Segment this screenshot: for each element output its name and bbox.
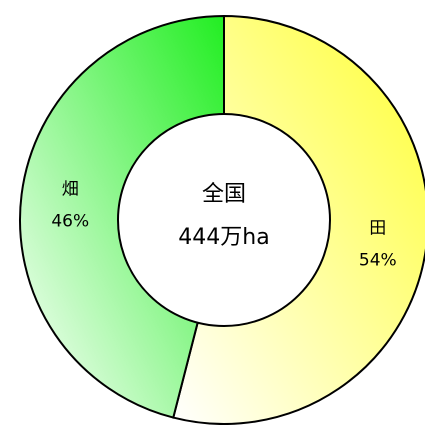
center-label-line1: 全国	[202, 182, 246, 207]
labels-layer: 田 54% 畑 46%	[51, 180, 396, 271]
slice-name-label: 田	[369, 218, 386, 238]
slice-name-label: 畑	[62, 180, 79, 200]
donut-center-hole	[117, 113, 331, 327]
slice-percent-label: 46%	[51, 212, 89, 232]
center-label-line2: 444万ha	[178, 225, 269, 250]
slice-percent-label: 54%	[359, 250, 397, 270]
